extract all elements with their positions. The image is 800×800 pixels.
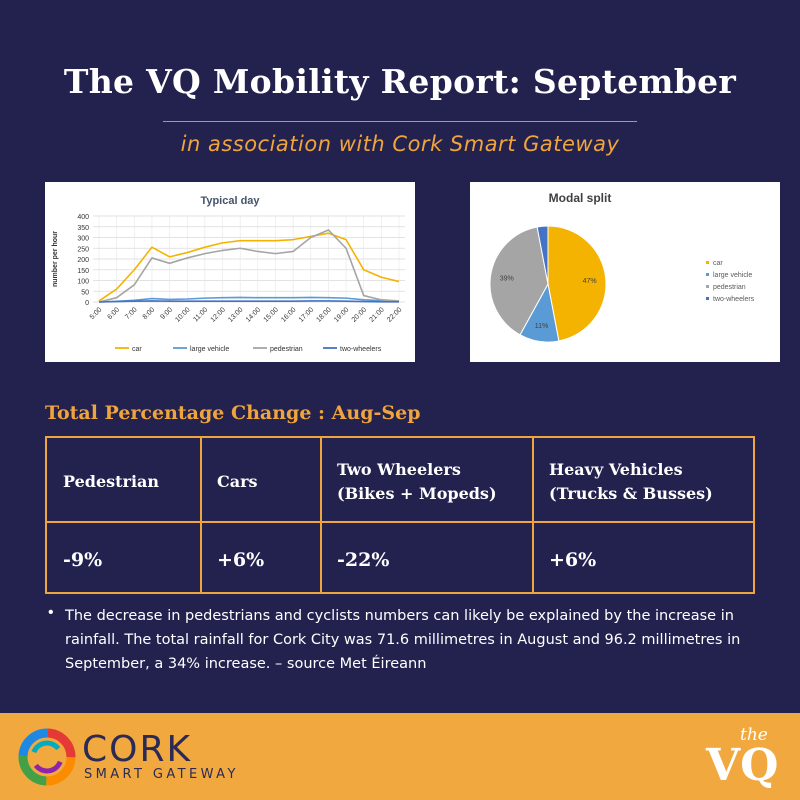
x-tick-label: 21:00 [368,306,385,323]
bullet-icon: • [48,604,54,621]
x-tick-label: 20:00 [351,306,368,323]
cork-logo-word: CORK [82,729,193,770]
series-line-large-vehicle [98,296,400,303]
pedestrian-change-value: -9% [63,549,103,571]
table-header-cell: Heavy Vehicles (Trucks & Busses) [549,458,713,506]
legend-label: two-wheelers [340,346,382,353]
table-heading: Total Percentage Change : Aug-Sep [45,402,421,424]
data-label: 39% [500,275,514,282]
legend-label: two-wheelers [713,296,755,303]
chart-title: Typical day [200,195,260,207]
legend-swatch [706,273,709,276]
y-tick-label: 200 [77,257,89,264]
table-header-cell: Two Wheelers (Bikes + Mopeds) [337,458,497,506]
y-tick-label: 150 [77,268,89,275]
legend-swatch [706,285,709,288]
legend-label: pedestrian [713,284,746,291]
y-tick-label: 100 [77,279,89,286]
x-tick-label: 14:00 [245,306,262,323]
y-axis-label: number per hour [52,231,59,287]
legend-swatch [706,297,709,300]
x-tick-label: 11:00 [192,306,209,323]
pie-slice-pedestrian [489,226,549,336]
legend-label: car [132,346,142,353]
cork-smart-gateway-logo-icon [18,728,76,786]
typical-day-chart-panel: Typical day 0 50 100 150 200 250 300 350 400 5:00 6… [45,182,415,362]
rainfall-note-text: The decrease in pedestrians and cyclists… [65,608,741,672]
x-tick-label: 16:00 [280,306,297,323]
report-subtitle: in association with Cork Smart Gateway [180,132,620,156]
y-tick-label: 400 [77,214,89,221]
series-line-pedestrian [98,229,400,303]
table-border [45,436,755,594]
pie-slice-car [547,225,607,342]
footer-bar [0,713,800,800]
header-line: Cars [217,472,258,491]
x-tick-label: 19:00 [333,306,350,323]
data-label: 11% [535,323,549,330]
y-tick-label: 50 [81,289,89,296]
x-tick-label: 13:00 [227,306,244,323]
cars-change-value: +6% [217,549,265,571]
vq-logo-the: the [740,725,768,745]
modal-split-chart: Modal split 47% 11% 39% car large vehicle pede… [489,191,755,343]
two-wheelers-change-value: -22% [337,549,390,571]
heavy-vehicles-change-value: +6% [549,549,597,571]
table-header-cell: Cars [217,470,258,494]
data-label: 47% [583,278,597,285]
report-title: The VQ Mobility Report: September [63,62,737,101]
legend-label: car [713,260,723,267]
series-line-two-wheelers [98,300,399,303]
x-tick-label: 22:00 [386,306,403,323]
x-tick-label: 5:00 [89,306,104,321]
x-tick-label: 9:00 [159,306,174,321]
y-tick-label: 0 [85,300,89,307]
vq-logo-letters: VQ [705,740,778,791]
header-line: Heavy Vehicles [549,460,683,479]
modal-split-chart-panel: Modal split 47% 11% 39% car large vehicle pede… [470,182,780,362]
x-tick-label: 6:00 [106,306,121,321]
header-line: (Trucks & Busses) [549,484,713,503]
smart-gateway-logo-word: SMART GATEWAY [84,767,239,782]
header-line: (Bikes + Mopeds) [337,484,497,503]
x-tick-label: 18:00 [315,306,332,323]
legend-label: large vehicle [190,346,229,353]
legend-swatch [706,261,709,264]
x-tick-label: 8:00 [142,306,157,321]
series-line-car [98,232,400,302]
y-tick-label: 250 [77,246,89,253]
title-divider [163,121,637,122]
x-tick-label: 15:00 [263,306,280,323]
chart-title: Modal split [549,191,612,205]
typical-day-chart: Typical day 0 50 100 150 200 250 300 350 400 5:00 6… [52,195,405,353]
y-tick-label: 350 [77,225,89,232]
x-tick-label: 10:00 [174,306,191,323]
x-tick-label: 12:00 [210,306,227,323]
legend-label: large vehicle [713,272,752,279]
header-line: Two Wheelers [337,460,461,479]
x-tick-label: 17:00 [298,306,315,323]
legend-label: pedestrian [270,346,303,353]
x-tick-label: 7:00 [124,306,139,321]
header-line: Pedestrian [63,472,160,491]
the-vq-logo-icon: the VQ [705,725,778,791]
percentage-change-table [45,436,755,594]
pie-slice-two-wheelers [536,225,549,285]
y-tick-label: 300 [77,236,89,243]
table-header-cell: Pedestrian [63,470,159,494]
